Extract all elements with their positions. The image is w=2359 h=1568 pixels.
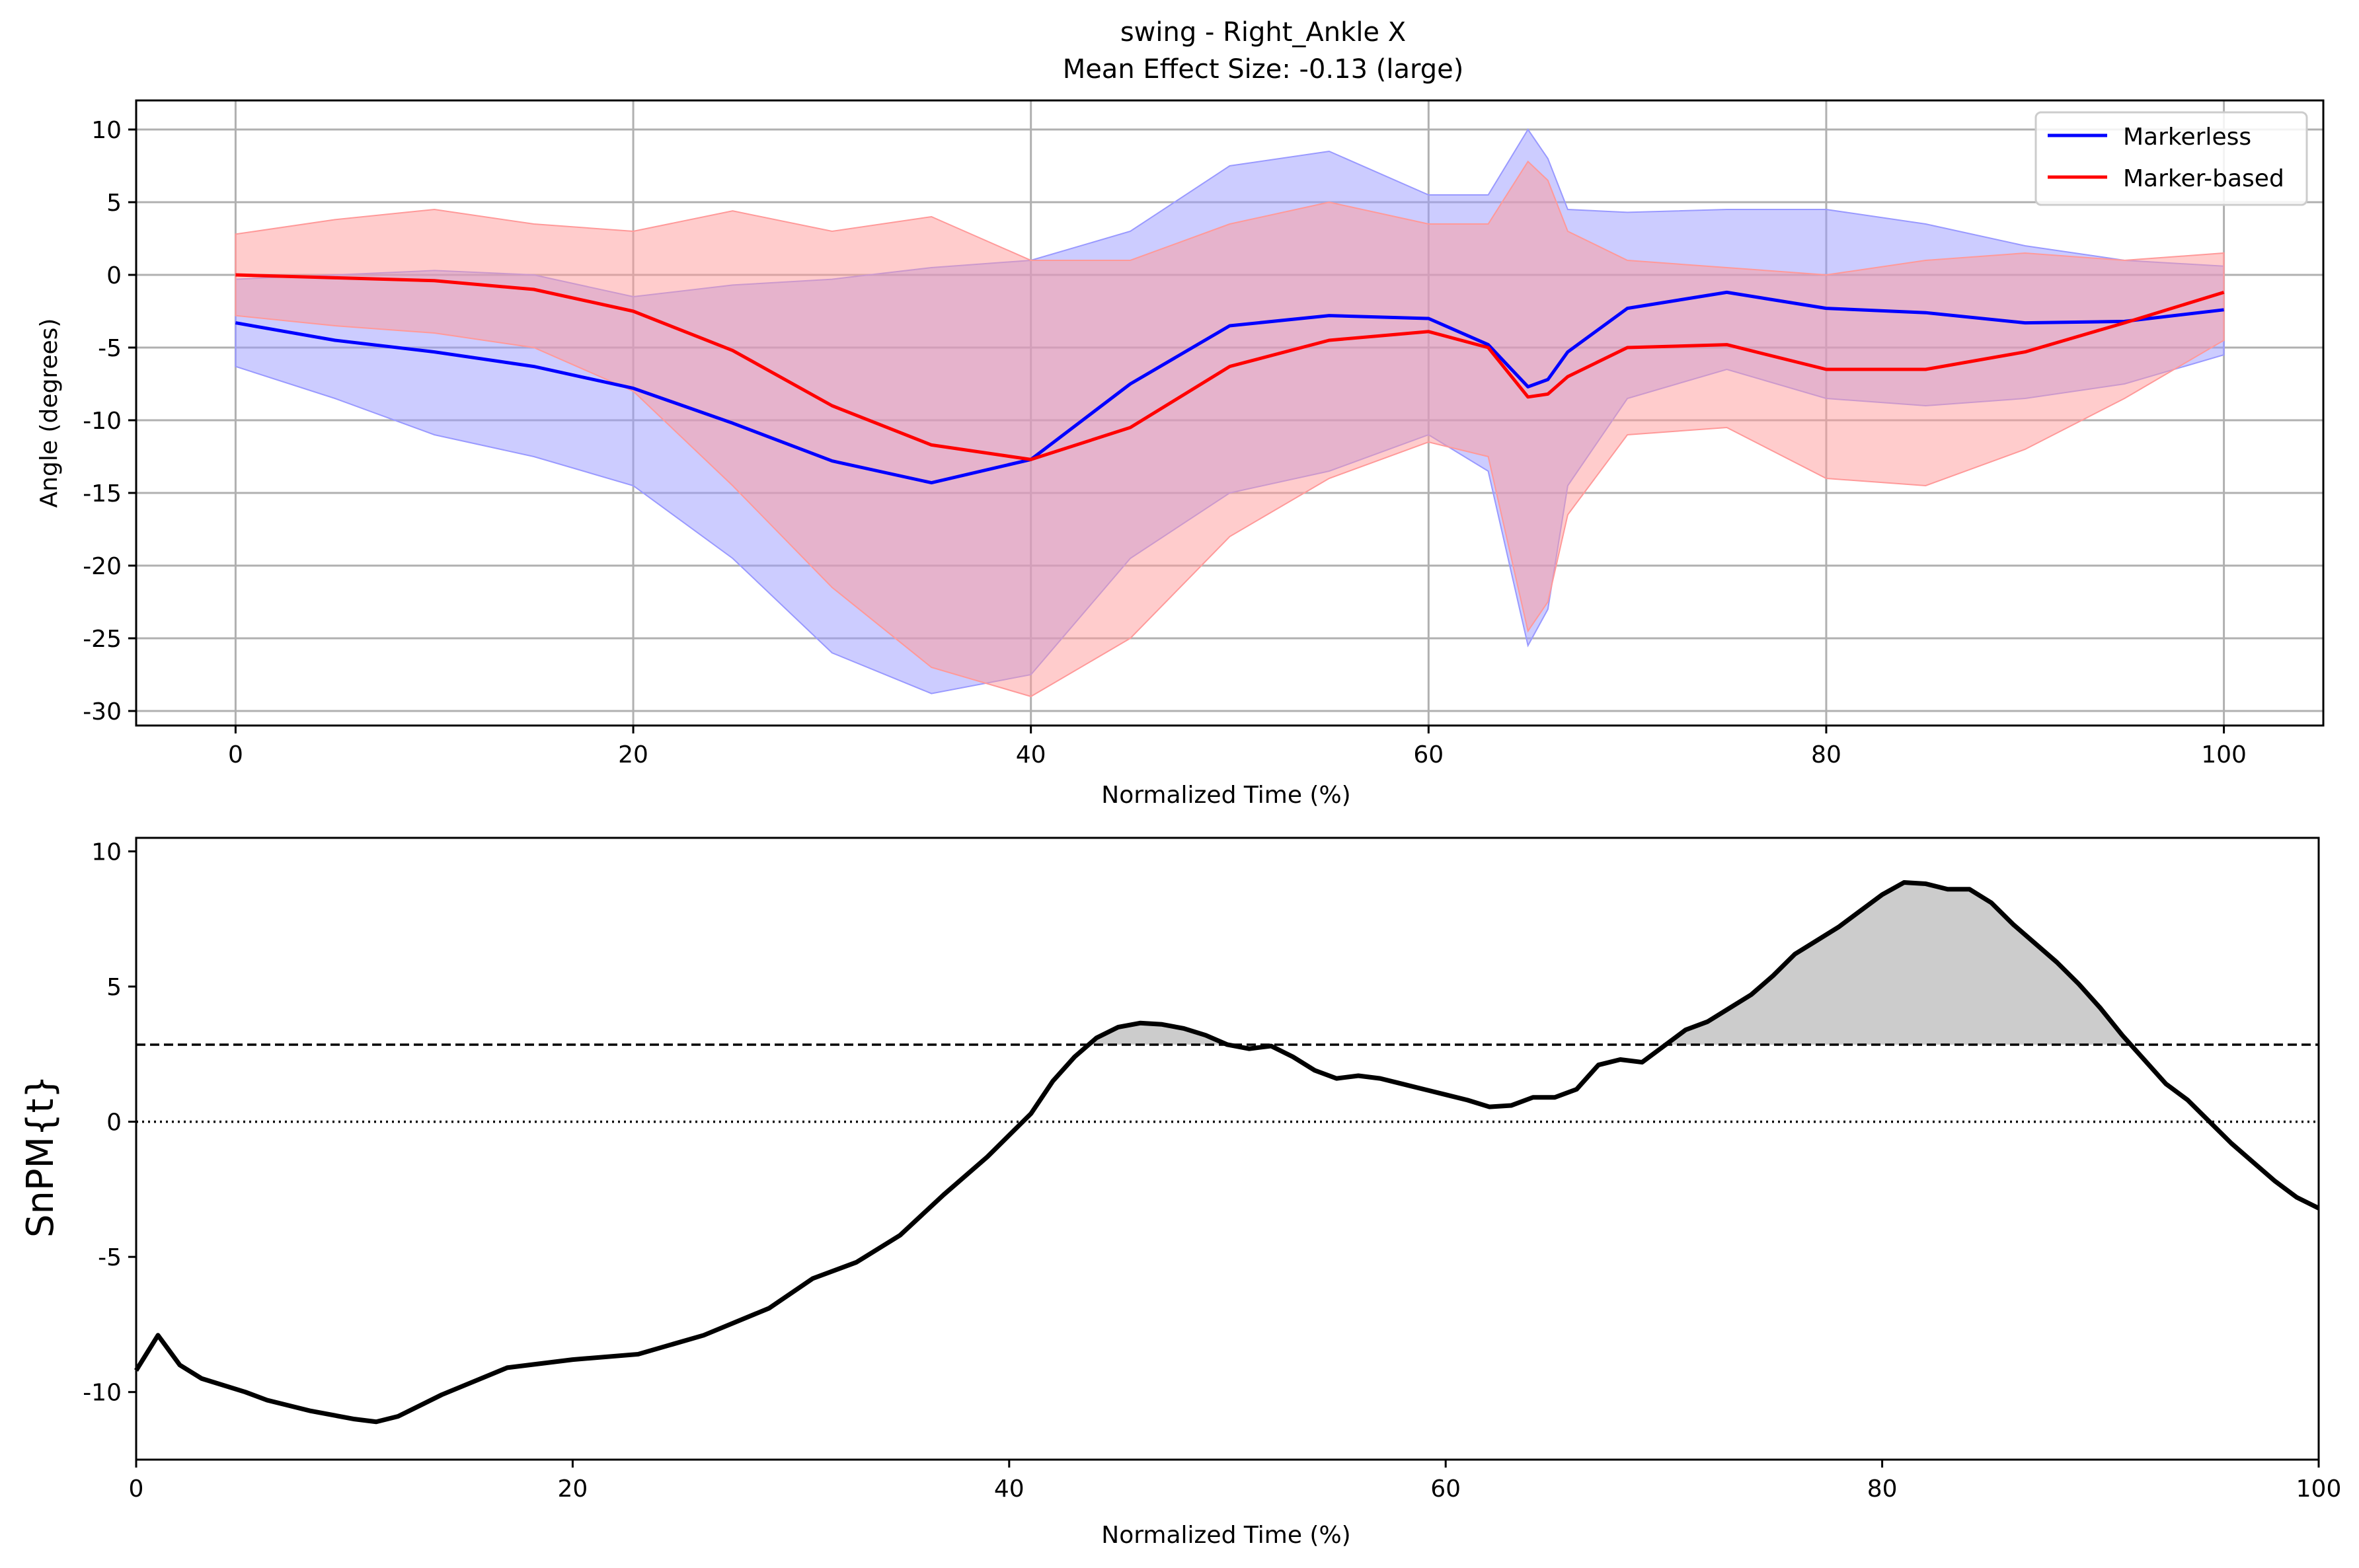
bottom-y-axis-label: SnPM{t} [19, 1075, 62, 1238]
snpm-line [134, 880, 2320, 1425]
top-plot-frame [135, 99, 2325, 727]
y-tick-label: 0 [106, 262, 122, 289]
x-tick-label: 100 [2201, 741, 2247, 768]
y-tick-label: -25 [83, 626, 122, 653]
legend-label-marker-based: Marker-based [2123, 165, 2284, 192]
bottom-x-axis-label: Normalized Time (%) [1101, 1522, 1350, 1549]
x-tick-label: 0 [129, 1475, 144, 1503]
x-tick-label: 100 [2296, 1475, 2342, 1503]
y-tick-label: -15 [83, 480, 122, 507]
top-x-axis-ticks: 0 20 40 60 80 100 [228, 726, 2247, 768]
angle-panel: swing - Right_Ankle X Mean Effect Size: … [36, 17, 2325, 809]
y-tick-label: -10 [83, 1380, 122, 1407]
series-line-markerless [235, 290, 2224, 485]
y-tick-label: 5 [106, 190, 122, 217]
x-tick-label: 80 [1811, 741, 1841, 768]
top-y-axis-ticks: 10 5 0 -5 -10 -15 -20 -25 -30 [83, 117, 136, 726]
legend: Markerless Marker-based [2034, 111, 2308, 206]
cluster-fill [1666, 882, 2131, 1045]
x-tick-label: 20 [618, 741, 648, 768]
y-tick-label: 0 [106, 1109, 122, 1137]
x-tick-label: 40 [994, 1475, 1025, 1503]
y-tick-label: -20 [83, 553, 122, 580]
y-tick-label: -10 [83, 408, 122, 435]
top-y-axis-label: Angle (degrees) [36, 318, 63, 508]
y-tick-label: 10 [91, 839, 122, 866]
y-tick-label: -5 [98, 1244, 122, 1271]
snpm-curve [134, 880, 2320, 1425]
x-tick-label: 20 [557, 1475, 588, 1503]
x-tick-label: 60 [1413, 741, 1444, 768]
chart-subtitle: Mean Effect Size: -0.13 (large) [1063, 54, 1464, 85]
y-tick-label: -5 [98, 335, 122, 362]
y-tick-label: -30 [83, 698, 122, 726]
legend-label-markerless: Markerless [2123, 124, 2251, 151]
bottom-x-axis-ticks: 0 20 40 60 80 100 [129, 1460, 2342, 1503]
y-tick-label: 10 [91, 117, 122, 144]
bottom-y-axis-ticks: 10 5 0 -5 -10 [83, 839, 136, 1407]
snpm-panel: 0 20 40 60 80 100 10 5 0 -5 -10 Normalized Time (… [19, 837, 2342, 1549]
x-tick-label: 40 [1016, 741, 1046, 768]
bottom-plot-frame [135, 837, 2320, 1461]
chart-title: swing - Right_Ankle X [1120, 17, 1406, 48]
x-tick-label: 80 [1867, 1475, 1898, 1503]
top-x-axis-label: Normalized Time (%) [1101, 782, 1350, 809]
x-tick-label: 0 [228, 741, 243, 768]
x-tick-label: 60 [1430, 1475, 1461, 1503]
series-line-marker-based [235, 273, 2225, 461]
y-tick-label: 5 [106, 974, 122, 1001]
top-mean-lines [235, 273, 2225, 485]
band-marker-based [235, 160, 2225, 698]
top-confidence-bands [235, 128, 2225, 698]
